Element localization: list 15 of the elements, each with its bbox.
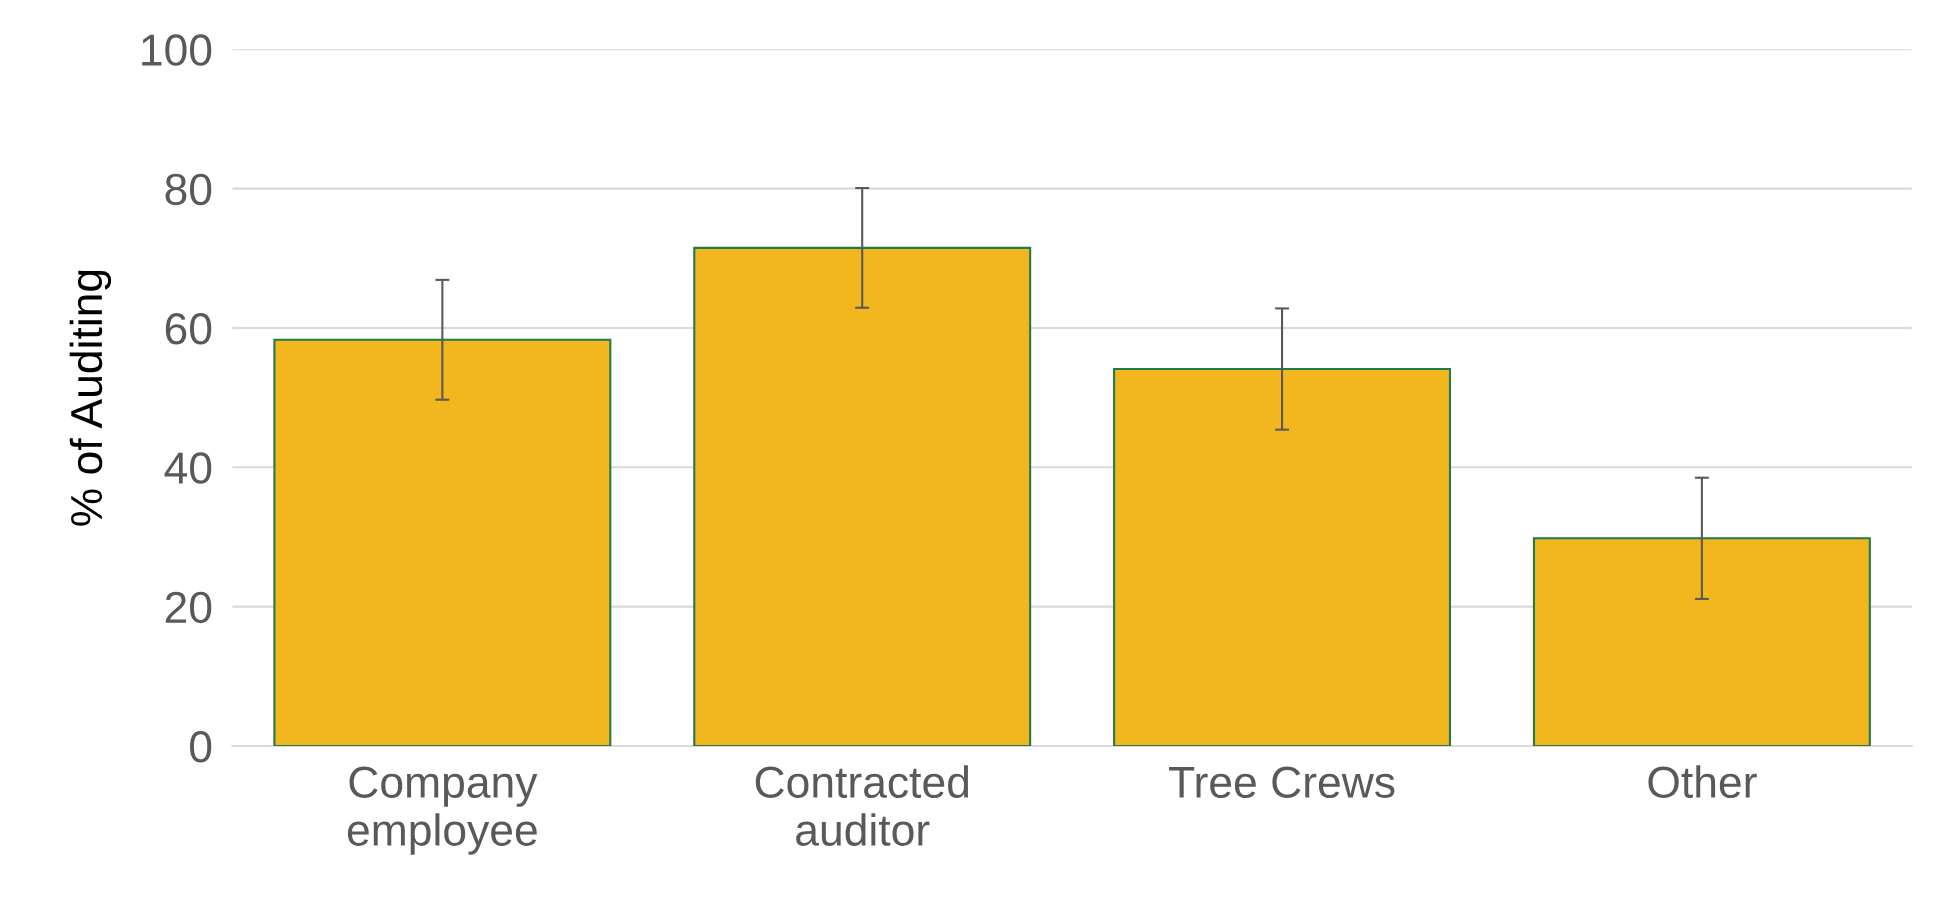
bar xyxy=(1532,537,1871,746)
y-tick-label: 60 xyxy=(165,313,212,345)
bar xyxy=(1113,368,1452,746)
y-tick-label: 40 xyxy=(164,452,212,484)
bar xyxy=(693,246,1032,746)
x-tick-label: Contracted auditor xyxy=(755,765,969,846)
y-tick-label: 20 xyxy=(165,591,212,624)
y-tick-label: 100 xyxy=(142,34,212,66)
x-tick-label: Company employee xyxy=(347,766,538,855)
y-tick-label: 0 xyxy=(190,730,212,763)
y-axis-title: % of Auditing xyxy=(69,270,112,526)
bar xyxy=(273,338,612,746)
x-tick-label: Other xyxy=(1648,765,1757,799)
y-tick-label: 80 xyxy=(165,173,212,206)
x-tick-label: Tree Crews xyxy=(1169,766,1395,799)
